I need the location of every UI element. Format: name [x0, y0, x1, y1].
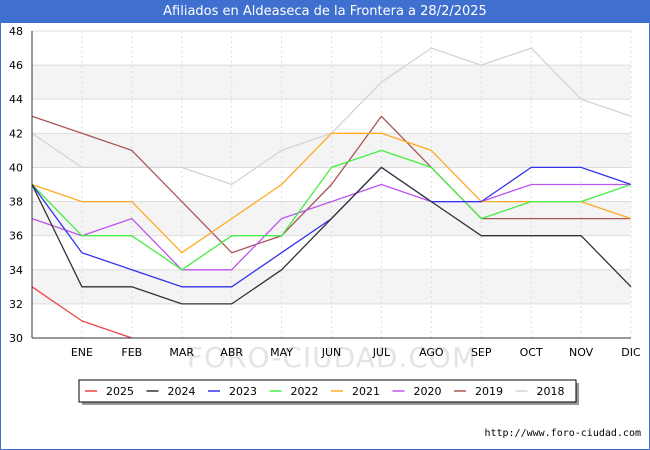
watermark: FORO-CIUDAD.COM [187, 341, 477, 374]
y-tick-label: 38 [9, 196, 23, 209]
x-tick-label: SEP [471, 346, 492, 359]
chart-title: Afiliados en Aldeaseca de la Frontera a … [1, 1, 649, 23]
y-tick-label: 44 [9, 93, 23, 106]
x-tick-label: NOV [569, 346, 594, 359]
series-line-2022 [31, 149, 632, 271]
y-tick-label: 42 [9, 127, 23, 140]
y-tick-label: 34 [9, 264, 23, 277]
y-tick-label: 48 [9, 25, 23, 38]
legend-label-2018: 2018 [537, 385, 565, 398]
x-tick-label: JUL [372, 346, 391, 359]
legend: 2025 2024 2023 2022 2021 2020 2019 2018 [78, 379, 579, 405]
series-line-2020 [31, 183, 631, 271]
y-tick-labels: 30 32 34 36 38 40 42 44 46 48 [9, 25, 23, 345]
legend-box [78, 379, 577, 403]
series-lines [31, 47, 632, 339]
legend-label-2023: 2023 [229, 385, 257, 398]
y-tick-label: 30 [9, 332, 23, 345]
x-tick-label: OCT [520, 346, 543, 359]
legend-label-2020: 2020 [414, 385, 442, 398]
x-tick-label: MAR [169, 346, 194, 359]
x-tick-labels: ENE FEB MAR ABR MAY JUN JUL AGO SEP OCT NOV DIC [71, 346, 641, 359]
source-url: http://www.foro-ciudad.com [484, 428, 641, 439]
y-tick-label: 36 [9, 230, 23, 243]
x-tick-label: DIC [621, 346, 641, 359]
y-tick-label: 40 [9, 161, 23, 174]
series-line-2024 [31, 166, 632, 305]
x-tick-label: ENE [71, 346, 93, 359]
x-tick-label: ABR [220, 346, 243, 359]
x-tick-label: MAY [270, 346, 293, 359]
series-line-2019 [31, 115, 631, 254]
series-line-2025 [31, 286, 133, 339]
legend-label-2022: 2022 [291, 385, 319, 398]
y-tick-label: 32 [9, 298, 23, 311]
axes [31, 31, 631, 339]
x-tick-label: JUN [321, 346, 342, 359]
legend-label-2025: 2025 [106, 385, 134, 398]
y-tick-label: 46 [9, 59, 23, 72]
x-tick-label: AGO [419, 346, 444, 359]
legend-label-2024: 2024 [168, 385, 196, 398]
x-tick-label: FEB [121, 346, 142, 359]
legend-label-2019: 2019 [475, 385, 503, 398]
legend-label-2021: 2021 [352, 385, 380, 398]
